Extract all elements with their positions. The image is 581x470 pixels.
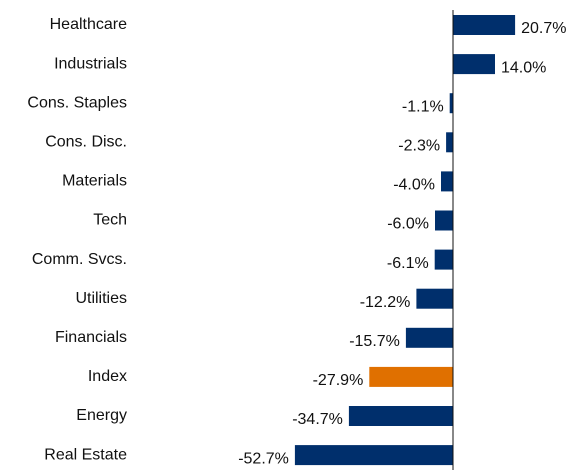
bar <box>441 171 453 192</box>
category-label: Energy <box>76 407 127 424</box>
value-label: 14.0% <box>501 59 546 76</box>
value-label: -52.7% <box>238 450 289 467</box>
bar <box>453 54 495 75</box>
category-label: Index <box>88 368 127 385</box>
value-label: -34.7% <box>292 411 343 428</box>
category-label: Utilities <box>75 290 127 307</box>
value-label: -2.3% <box>398 138 440 155</box>
bar <box>416 288 453 309</box>
value-label: -27.9% <box>313 372 364 389</box>
bar <box>435 210 453 231</box>
category-label: Real Estate <box>44 446 127 463</box>
bar <box>294 445 453 466</box>
bar <box>348 406 453 426</box>
category-label: Cons. Disc. <box>45 134 127 151</box>
category-label: Comm. Svcs. <box>32 251 127 268</box>
category-label: Industrials <box>54 55 127 72</box>
value-label: -15.7% <box>349 333 400 350</box>
bar <box>453 15 516 35</box>
category-label: Financials <box>55 329 127 346</box>
bar <box>369 366 453 387</box>
value-label: -6.0% <box>387 216 429 233</box>
value-label: -12.2% <box>360 294 411 311</box>
bar <box>434 249 453 270</box>
value-label: -4.0% <box>393 177 435 194</box>
category-label: Materials <box>62 173 127 190</box>
value-label: 20.7% <box>521 20 566 37</box>
category-label: Cons. Staples <box>27 94 127 111</box>
value-label: -1.1% <box>402 98 444 115</box>
category-label: Tech <box>93 212 127 229</box>
bar <box>449 93 453 114</box>
value-label: -6.1% <box>387 255 429 272</box>
category-label: Healthcare <box>50 16 127 33</box>
bar <box>446 132 453 153</box>
bar <box>405 327 453 348</box>
